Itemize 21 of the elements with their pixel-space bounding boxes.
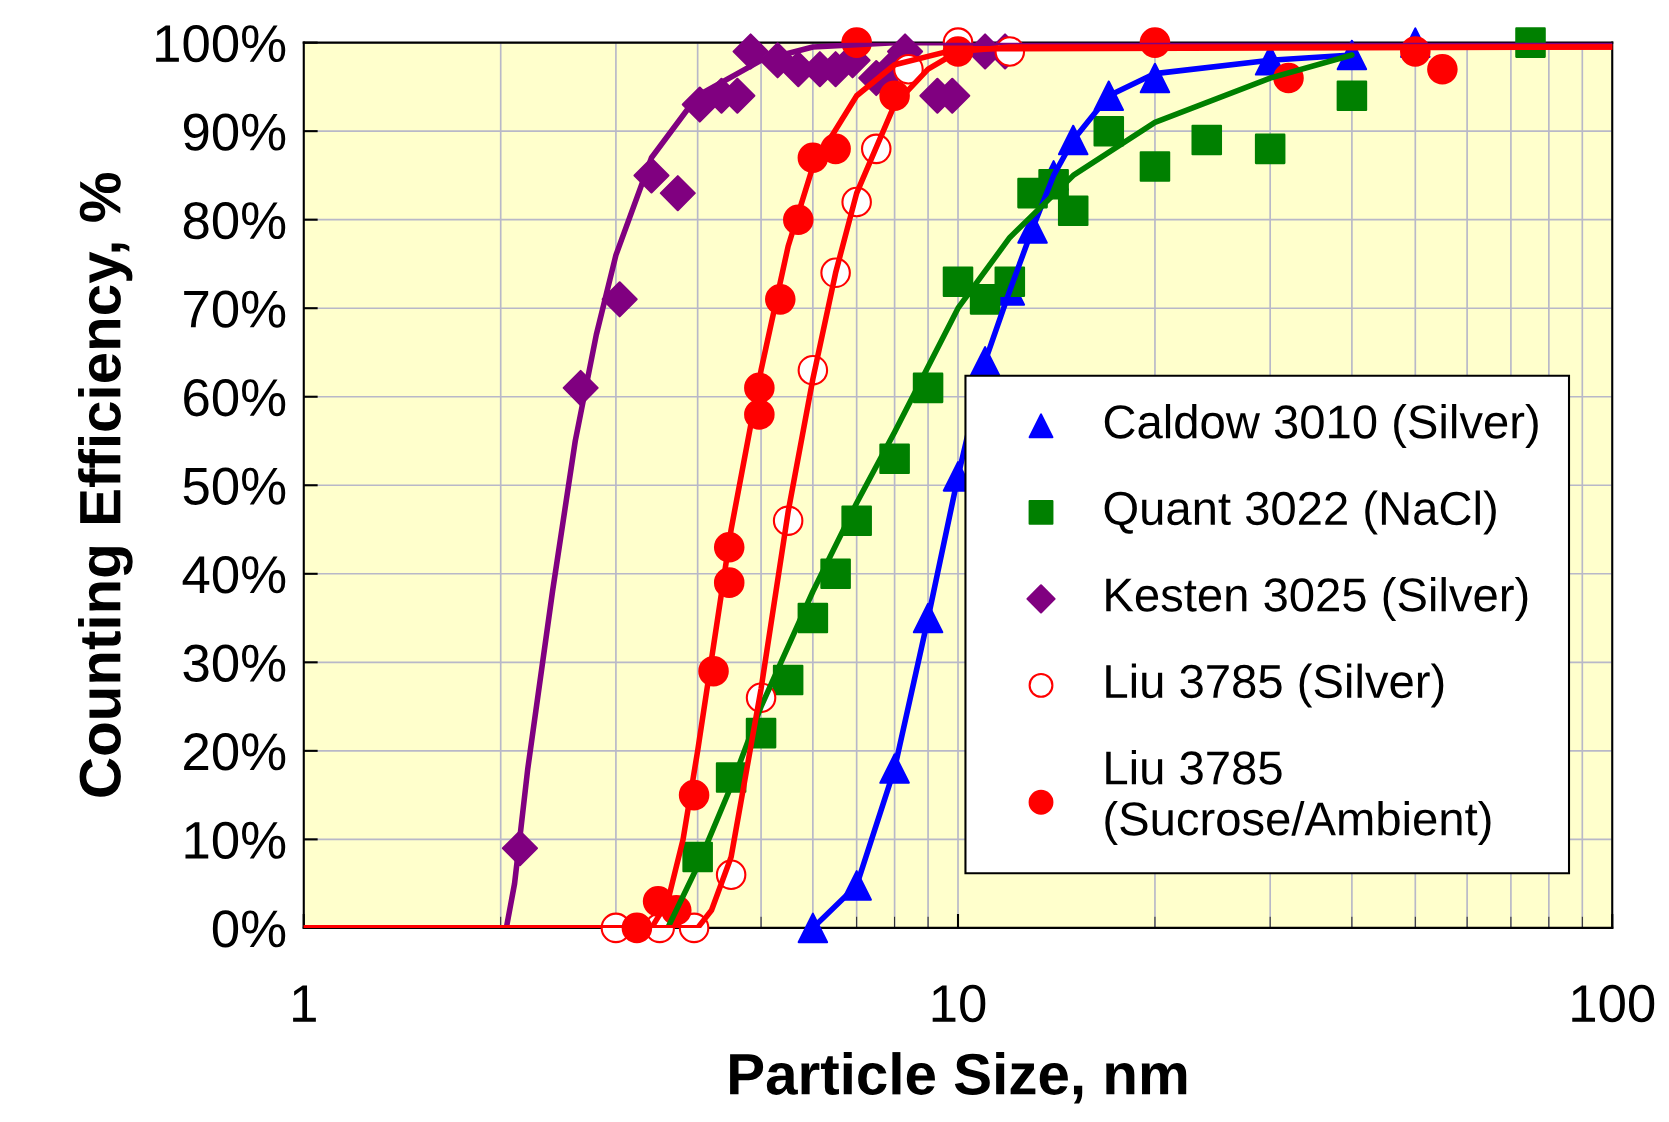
y-tick-label: 90% <box>183 113 286 151</box>
legend-label: Caldow 3010 (Silver) <box>1104 404 1538 448</box>
legend-label: Kesten 3025 (Silver) <box>1106 577 1528 622</box>
y-tick-label: 0% <box>212 910 286 948</box>
x-axis-title: Particle Size, nm <box>730 1052 1187 1104</box>
y-tick-label: 60% <box>184 379 286 417</box>
legend-label: Liu 3785 (Silver) <box>1106 663 1444 708</box>
y-tick-label: 20% <box>184 733 286 771</box>
y-tick-label: 30% <box>183 644 286 682</box>
y-tick-label: 100% <box>156 24 286 63</box>
y-tick-label: 70% <box>184 290 286 328</box>
y-tick-label: 10% <box>185 821 286 860</box>
x-tick-label: 10 <box>932 984 986 1023</box>
y-tick-label: 80% <box>183 201 286 240</box>
x-tick-label: 100 <box>1572 984 1655 1023</box>
y-tick-label: 50% <box>183 467 286 505</box>
y-tick-label: 40% <box>182 556 286 594</box>
x-tick-label: 1 <box>293 985 316 1022</box>
legend-label: Quant 3022 (NaCl) <box>1104 490 1496 535</box>
legend-label: Liu 3785 (Sucrose/Ambient) <box>1105 750 1491 845</box>
y-axis-title: Counting Efficiency, % <box>78 172 133 797</box>
